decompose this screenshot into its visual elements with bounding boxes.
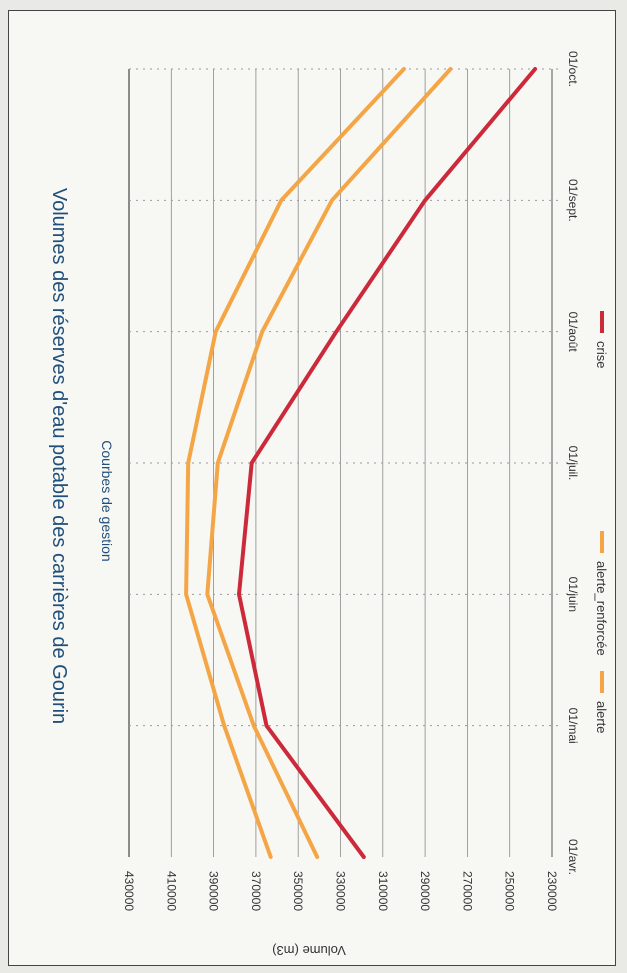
x-tick-label: 01/sept. <box>566 179 580 222</box>
chart-page: 430000 410000 390000 370000 350000 330000 3100… <box>8 10 616 966</box>
y-axis-label: Volume (m3) <box>272 943 346 958</box>
legend-label: alerte <box>594 701 609 734</box>
legend: alerte alerte_renforcée crise <box>594 311 609 734</box>
y-tick-label: 410000 <box>164 871 178 911</box>
chart-svg: 430000 410000 390000 370000 350000 330000 3100… <box>48 51 609 958</box>
x-tick-label: 01/juil. <box>566 446 580 481</box>
x-tick-labels: 01/avr. 01/mai 01/juin 01/juil. 01/août 01/se… <box>566 51 580 875</box>
x-tick-label: 01/oct. <box>566 51 580 87</box>
chart-title: Volumes des réserves d'eau potable des c… <box>48 188 70 724</box>
y-tick-label: 350000 <box>291 871 305 911</box>
chart-subtitle: Courbes de gestion <box>99 440 115 561</box>
legend-label: alerte_renforcée <box>594 561 609 656</box>
x-tick-label: 01/juin <box>566 577 580 612</box>
x-tick-label: 01/août <box>566 312 580 353</box>
y-tick-label: 310000 <box>376 871 390 911</box>
y-tick-label: 390000 <box>207 871 221 911</box>
x-tick-label: 01/avr. <box>566 839 580 875</box>
series-line-2 <box>205 67 453 859</box>
series-line-1 <box>184 67 406 859</box>
y-tick-labels: 430000 410000 390000 370000 350000 330000 3100… <box>122 871 559 911</box>
y-tick-label: 290000 <box>418 871 432 911</box>
y-tick-label: 270000 <box>460 871 474 911</box>
series-lines <box>184 67 538 859</box>
y-tick-label: 430000 <box>122 871 136 911</box>
y-tick-label: 330000 <box>334 871 348 911</box>
legend-label: crise <box>594 341 609 368</box>
x-tick-label: 01/mai <box>566 708 580 744</box>
series-line-3 <box>237 67 538 859</box>
y-tick-label: 230000 <box>545 871 559 911</box>
y-tick-label: 250000 <box>503 871 517 911</box>
y-tick-label: 370000 <box>249 871 263 911</box>
